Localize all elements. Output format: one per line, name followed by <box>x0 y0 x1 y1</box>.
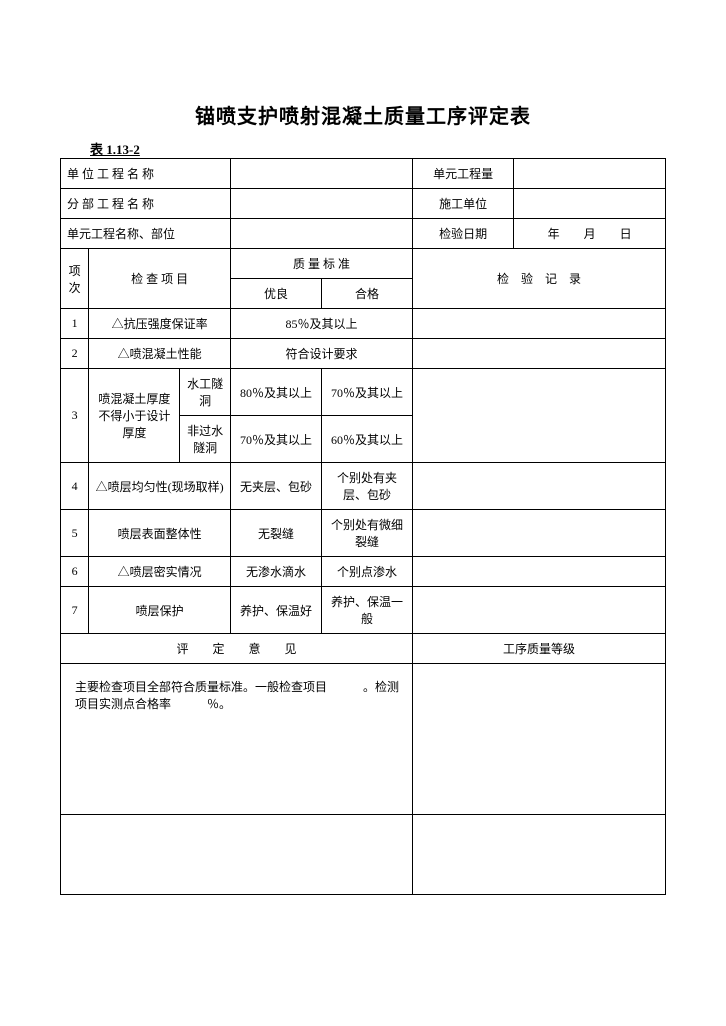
row3-sub1: 水工隧洞 <box>180 369 231 416</box>
row1-item: △抗压强度保证率 <box>89 309 231 339</box>
row3-ok2: 60％及其以上 <box>321 416 412 463</box>
row3-record <box>413 369 666 463</box>
col-itemno: 项次 <box>61 249 89 309</box>
blank-right <box>413 815 666 895</box>
col-record: 检 验 记 录 <box>413 249 666 309</box>
row6-record <box>413 557 666 587</box>
row1-record <box>413 309 666 339</box>
unit-proj-qty-label: 单元工程量 <box>413 159 514 189</box>
row3-item: 喷混凝土厚度不得小于设计厚度 <box>89 369 180 463</box>
sub-proj-name-label: 分 部 工 程 名 称 <box>61 189 231 219</box>
row3-ex2: 70％及其以上 <box>230 416 321 463</box>
unit-proj-part-label: 单元工程名称、部位 <box>61 219 231 249</box>
row7-ok: 养护、保温一般 <box>321 587 412 634</box>
row7-item: 喷层保护 <box>89 587 231 634</box>
unit-proj-name-label: 单 位 工 程 名 称 <box>61 159 231 189</box>
constr-unit-value <box>514 189 666 219</box>
row4-ok: 个别处有夹层、包砂 <box>321 463 412 510</box>
row6-item: △喷层密实情况 <box>89 557 231 587</box>
row3-no: 3 <box>61 369 89 463</box>
row2-item: △喷混凝土性能 <box>89 339 231 369</box>
unit-proj-name-value <box>230 159 412 189</box>
constr-unit-label: 施工单位 <box>413 189 514 219</box>
row2-record <box>413 339 666 369</box>
blank-left <box>61 815 413 895</box>
opinion-text: 主要检查项目全部符合质量标准。一般检查项目 。检测项目实测点合格率 ％。 <box>61 664 413 815</box>
row5-ok: 个别处有微细裂缝 <box>321 510 412 557</box>
row6-no: 6 <box>61 557 89 587</box>
row4-item: △喷层均匀性(现场取样) <box>89 463 231 510</box>
row4-no: 4 <box>61 463 89 510</box>
row7-no: 7 <box>61 587 89 634</box>
unit-proj-qty-value <box>514 159 666 189</box>
row2-ex: 符合设计要求 <box>230 339 412 369</box>
row3-ok1: 70％及其以上 <box>321 369 412 416</box>
row6-ex: 无渗水滴水 <box>230 557 321 587</box>
col-excellent: 优良 <box>230 279 321 309</box>
unit-proj-part-value <box>230 219 412 249</box>
row3-ex1: 80％及其以上 <box>230 369 321 416</box>
col-std: 质 量 标 准 <box>230 249 412 279</box>
row1-ex: 85％及其以上 <box>230 309 412 339</box>
table-number: 表 1.13-2 <box>90 139 666 158</box>
row4-ex: 无夹层、包砂 <box>230 463 321 510</box>
grade-value <box>413 664 666 815</box>
row5-item: 喷层表面整体性 <box>89 510 231 557</box>
row4-record <box>413 463 666 510</box>
col-qualified: 合格 <box>321 279 412 309</box>
row3-sub2: 非过水隧洞 <box>180 416 231 463</box>
opinion-header: 评 定 意 见 <box>61 634 413 664</box>
row1-no: 1 <box>61 309 89 339</box>
row2-no: 2 <box>61 339 89 369</box>
row5-no: 5 <box>61 510 89 557</box>
sub-proj-name-value <box>230 189 412 219</box>
row5-ex: 无裂缝 <box>230 510 321 557</box>
col-item: 检 查 项 目 <box>89 249 231 309</box>
row5-record <box>413 510 666 557</box>
row6-ok: 个别点渗水 <box>321 557 412 587</box>
page-title: 锚喷支护喷射混凝土质量工序评定表 <box>60 100 666 129</box>
grade-header: 工序质量等级 <box>413 634 666 664</box>
evaluation-table: 单 位 工 程 名 称 单元工程量 分 部 工 程 名 称 施工单位 单元工程名… <box>60 158 666 895</box>
insp-date-label: 检验日期 <box>413 219 514 249</box>
row7-ex: 养护、保温好 <box>230 587 321 634</box>
insp-date-value: 年 月 日 <box>514 219 666 249</box>
row7-record <box>413 587 666 634</box>
